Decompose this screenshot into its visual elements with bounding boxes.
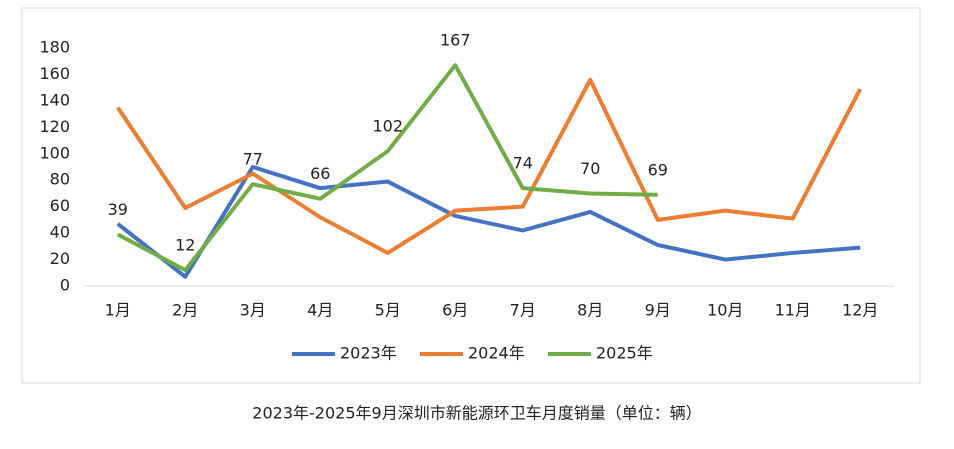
x-tick-label: 10月 [707, 301, 743, 320]
y-tick-label: 0 [60, 276, 70, 295]
data-label: 77 [243, 150, 263, 169]
y-tick-label: 140 [39, 90, 70, 109]
data-label: 69 [648, 160, 668, 179]
legend-label: 2024年 [468, 344, 525, 363]
x-tick-label: 3月 [240, 301, 266, 320]
chart-title: 2023年-2025年9月深圳市新能源环卫车月度销量（单位：辆） [252, 404, 701, 423]
data-label: 74 [513, 154, 533, 173]
y-tick-label: 180 [39, 38, 70, 57]
legend-label: 2025年 [596, 344, 653, 363]
x-tick-label: 11月 [775, 301, 811, 320]
y-tick-label: 20 [50, 249, 70, 268]
y-tick-label: 100 [39, 143, 70, 162]
series-line [116, 63, 658, 273]
y-tick-label: 60 [50, 196, 70, 215]
chart-frame [21, 7, 921, 384]
y-tick-label: 160 [39, 64, 70, 83]
x-tick-label: 7月 [510, 301, 536, 320]
series-line [116, 77, 863, 255]
data-label: 66 [310, 164, 330, 183]
data-label: 70 [580, 159, 600, 178]
data-label: 167 [440, 31, 471, 50]
y-tick-label: 80 [50, 170, 70, 189]
x-tick-label: 12月 [842, 301, 878, 320]
series-line [116, 165, 861, 279]
x-tick-label: 1月 [105, 301, 131, 320]
x-tick-label: 8月 [577, 301, 603, 320]
x-tick-label: 9月 [645, 301, 671, 320]
x-tick-label: 6月 [442, 301, 468, 320]
x-tick-label: 4月 [307, 301, 333, 320]
y-tick-label: 120 [39, 117, 70, 136]
data-label: 102 [372, 117, 403, 136]
x-tick-label: 5月 [375, 301, 401, 320]
data-label: 12 [175, 236, 195, 255]
legend-label: 2023年 [340, 344, 397, 363]
y-tick-label: 40 [50, 223, 70, 242]
data-label: 39 [108, 200, 128, 219]
x-tick-label: 2月 [172, 301, 198, 320]
